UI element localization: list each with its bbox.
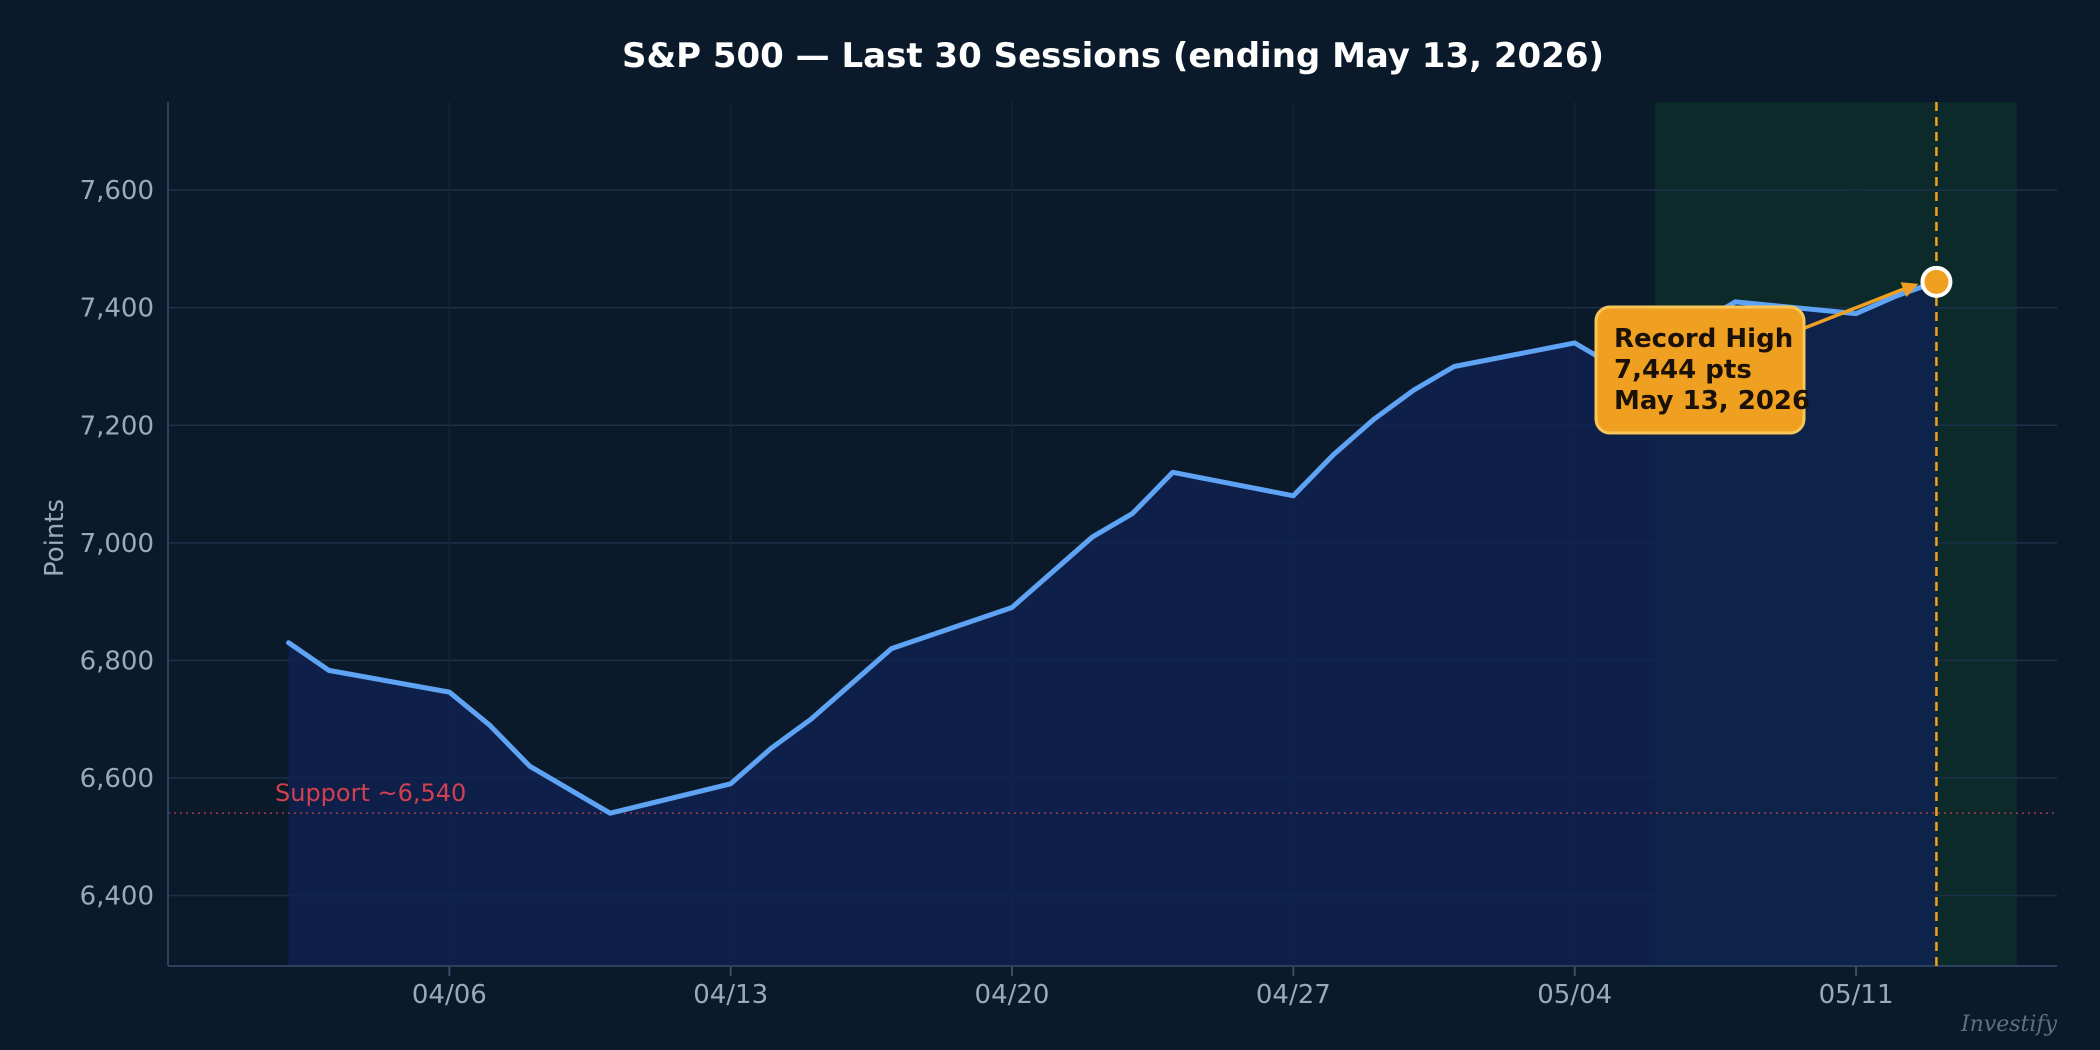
y-tick-label: 7,000 — [80, 529, 154, 559]
annotation-arrow-line — [1801, 283, 1916, 331]
y-tick-label: 6,800 — [80, 646, 154, 676]
x-tick-label: 04/06 — [412, 980, 487, 1010]
annotation-line: May 13, 2026 — [1614, 386, 1810, 416]
y-tick-label: 7,400 — [80, 294, 154, 324]
y-tick-label: 6,400 — [80, 881, 154, 911]
y-tick-label: 7,600 — [80, 176, 154, 206]
marker-layer — [1920, 102, 1953, 966]
x-tick-label: 04/20 — [975, 980, 1050, 1010]
record-high-point — [1920, 265, 1953, 298]
x-tick-label: 05/04 — [1537, 980, 1612, 1010]
support-label: Support ~6,540 — [275, 779, 466, 807]
watermark: Investify — [1960, 1012, 2058, 1037]
chart-title: S&P 500 — Last 30 Sessions (ending May 1… — [622, 36, 1604, 76]
axes-layer: 6,400 6,600 6,800 7,000 7,200 7,400 7,600 04/06… — [80, 102, 2057, 1010]
annotation-arrow-head — [1900, 282, 1919, 298]
y-tick-label: 7,200 — [80, 411, 154, 441]
support-layer: Support ~6,540 — [168, 779, 2057, 814]
y-axis-title: Points — [40, 499, 70, 577]
annotation-line: Record High — [1614, 324, 1793, 354]
series-area-fill — [288, 281, 1937, 967]
x-tick-label: 04/13 — [693, 980, 768, 1010]
annotation-line: 7,444 pts — [1614, 355, 1752, 385]
area-layer — [288, 281, 1937, 967]
x-tick-label: 05/11 — [1819, 980, 1894, 1010]
annotation-box — [1594, 305, 1806, 435]
y-tick-label: 6,600 — [80, 764, 154, 794]
x-tick-label: 04/27 — [1256, 980, 1331, 1010]
